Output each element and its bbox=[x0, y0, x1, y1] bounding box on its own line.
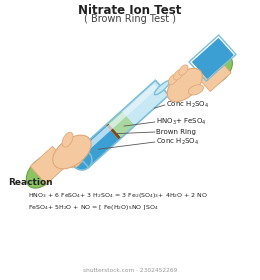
Ellipse shape bbox=[179, 65, 188, 75]
Ellipse shape bbox=[167, 68, 202, 102]
Ellipse shape bbox=[26, 156, 57, 188]
Circle shape bbox=[72, 150, 92, 170]
Ellipse shape bbox=[168, 74, 178, 85]
Text: Conc H$_2$SO$_4$: Conc H$_2$SO$_4$ bbox=[166, 100, 209, 110]
Polygon shape bbox=[79, 84, 158, 156]
Polygon shape bbox=[122, 80, 169, 125]
Text: FeSO$_4$+ 5H$_2$O + NO = [ Fe(H$_2$O)$_5$NO ]SO$_4$: FeSO$_4$+ 5H$_2$O + NO = [ Fe(H$_2$O)$_5… bbox=[28, 204, 159, 213]
Text: shutterstock.com · 2302452269: shutterstock.com · 2302452269 bbox=[83, 267, 177, 272]
Text: ( Brown Ring Test ): ( Brown Ring Test ) bbox=[84, 14, 176, 24]
Ellipse shape bbox=[188, 85, 204, 95]
Ellipse shape bbox=[62, 132, 73, 147]
Ellipse shape bbox=[81, 150, 91, 158]
Polygon shape bbox=[108, 111, 135, 138]
Text: HNO$_3$ + 6 FeSO$_4$+ 3 H$_2$SO$_4$ = 3 Fe$_2$(SO$_4$)$_3$+ 4H$_2$O + 2 NO: HNO$_3$ + 6 FeSO$_4$+ 3 H$_2$SO$_4$ = 3 … bbox=[28, 190, 208, 200]
Ellipse shape bbox=[70, 159, 81, 168]
Polygon shape bbox=[75, 125, 119, 167]
Polygon shape bbox=[30, 146, 69, 184]
Polygon shape bbox=[196, 57, 231, 92]
Polygon shape bbox=[106, 123, 121, 140]
Ellipse shape bbox=[203, 55, 232, 85]
Text: Reaction: Reaction bbox=[8, 178, 53, 186]
Text: Conc H$_2$SO$_4$: Conc H$_2$SO$_4$ bbox=[156, 137, 199, 147]
Polygon shape bbox=[192, 38, 234, 79]
Ellipse shape bbox=[174, 69, 183, 80]
Text: Nitrate Ion Test: Nitrate Ion Test bbox=[78, 4, 181, 17]
Ellipse shape bbox=[75, 155, 86, 163]
Ellipse shape bbox=[154, 81, 170, 95]
Ellipse shape bbox=[53, 135, 91, 169]
Text: Brown Ring: Brown Ring bbox=[156, 129, 196, 135]
Text: HNO$_3$+ FeSO$_4$: HNO$_3$+ FeSO$_4$ bbox=[156, 117, 206, 127]
